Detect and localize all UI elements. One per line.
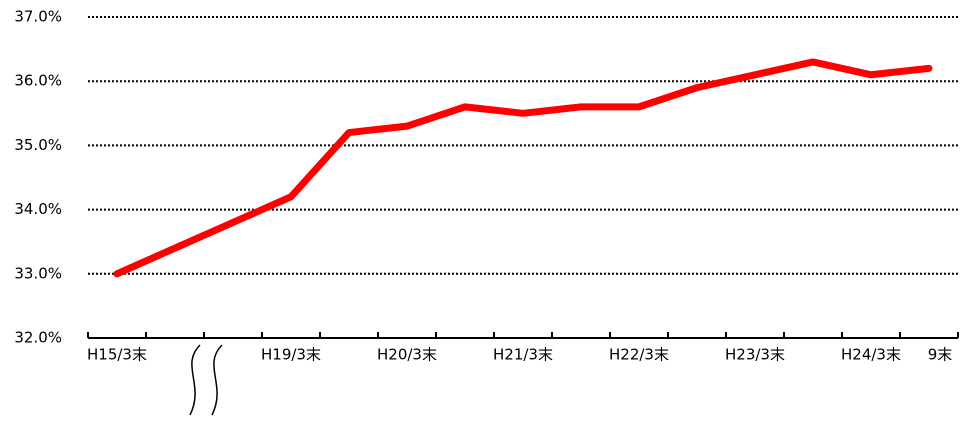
y-tick-label: 36.0% <box>14 72 62 90</box>
y-tick-label: 32.0% <box>14 329 62 347</box>
y-tick-label: 34.0% <box>14 200 62 218</box>
x-tick-label: H15/3末 <box>87 346 147 364</box>
y-tick-label: 33.0% <box>14 264 62 282</box>
y-tick-label: 35.0% <box>14 136 62 154</box>
x-tick-label: H21/3末 <box>493 346 553 364</box>
axis-break <box>189 344 223 416</box>
series-line <box>113 58 933 278</box>
x-tick-label: H22/3末 <box>609 346 669 364</box>
x-tick-label: H24/3末 <box>841 346 901 364</box>
x-tick-label: 9末 <box>928 346 953 364</box>
y-tick-label: 37.0% <box>14 8 62 26</box>
x-tick-label: H23/3末 <box>725 346 785 364</box>
x-tick-label: H19/3末 <box>261 346 321 364</box>
x-tick-label: H20/3末 <box>377 346 437 364</box>
